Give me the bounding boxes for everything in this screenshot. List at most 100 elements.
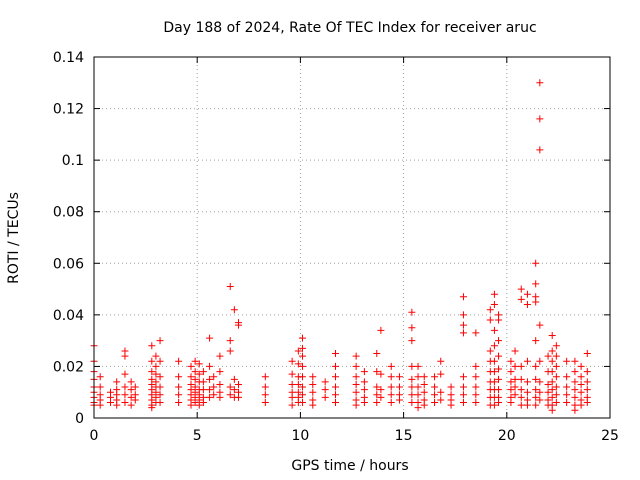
data-point xyxy=(216,393,224,401)
data-point xyxy=(373,383,381,391)
data-point xyxy=(420,373,428,381)
data-point xyxy=(571,378,579,386)
data-point xyxy=(387,399,395,407)
data-point xyxy=(175,391,183,399)
data-point xyxy=(532,280,540,288)
data-point xyxy=(377,386,385,394)
data-point xyxy=(309,401,317,409)
data-point xyxy=(507,386,515,394)
data-point xyxy=(490,378,498,386)
data-point xyxy=(548,347,556,355)
data-point xyxy=(486,347,494,355)
data-point xyxy=(226,391,234,399)
data-point xyxy=(156,383,164,391)
data-point xyxy=(206,393,214,401)
data-point xyxy=(121,399,129,407)
data-point xyxy=(420,388,428,396)
data-point xyxy=(187,362,195,370)
x-tick-label: 15 xyxy=(395,428,413,444)
y-tick-label: 0.12 xyxy=(53,102,84,118)
data-point xyxy=(373,399,381,407)
data-point xyxy=(548,393,556,401)
data-point xyxy=(309,388,317,396)
data-point xyxy=(191,375,199,383)
data-point xyxy=(210,391,218,399)
data-point xyxy=(459,373,467,381)
data-point xyxy=(414,391,422,399)
data-point xyxy=(199,386,207,394)
data-point xyxy=(486,306,494,314)
data-point xyxy=(373,391,381,399)
data-point xyxy=(352,401,360,409)
data-point xyxy=(459,311,467,319)
data-point xyxy=(544,352,552,360)
data-point xyxy=(563,399,571,407)
data-point xyxy=(373,350,381,358)
data-point xyxy=(552,373,560,381)
data-point xyxy=(536,357,544,365)
data-point xyxy=(261,391,269,399)
data-point xyxy=(431,373,439,381)
data-point xyxy=(536,79,544,87)
data-point xyxy=(571,368,579,376)
data-point xyxy=(195,360,203,368)
data-point xyxy=(472,399,480,407)
data-point xyxy=(127,393,135,401)
data-point xyxy=(490,401,498,409)
x-tick-label: 0 xyxy=(90,428,99,444)
data-point xyxy=(191,368,199,376)
data-point xyxy=(532,393,540,401)
data-point xyxy=(552,342,560,350)
y-tick-label: 0.04 xyxy=(53,308,84,324)
data-point xyxy=(414,404,422,412)
data-point xyxy=(152,362,160,370)
data-point xyxy=(583,399,591,407)
data-point xyxy=(387,391,395,399)
data-point xyxy=(96,383,104,391)
data-point xyxy=(536,321,544,329)
data-point xyxy=(507,399,515,407)
data-point xyxy=(261,383,269,391)
data-point xyxy=(459,321,467,329)
data-point xyxy=(352,352,360,360)
data-point xyxy=(490,357,498,365)
data-point xyxy=(321,393,329,401)
data-point xyxy=(459,383,467,391)
data-point xyxy=(495,386,503,394)
data-point xyxy=(175,399,183,407)
data-point xyxy=(523,378,531,386)
data-point xyxy=(230,375,238,383)
data-point xyxy=(472,329,480,337)
data-point xyxy=(321,386,329,394)
data-point xyxy=(331,383,339,391)
data-point xyxy=(230,306,238,314)
data-point xyxy=(552,391,560,399)
data-point xyxy=(490,326,498,334)
data-point xyxy=(552,362,560,370)
data-point xyxy=(571,386,579,394)
data-point xyxy=(552,399,560,407)
data-point xyxy=(206,334,214,342)
y-tick-label: 0.06 xyxy=(53,256,84,272)
data-point xyxy=(199,368,207,376)
data-point xyxy=(408,383,416,391)
data-point xyxy=(420,401,428,409)
data-point xyxy=(127,401,135,409)
x-tick-label: 25 xyxy=(601,428,619,444)
x-tick-label: 10 xyxy=(291,428,309,444)
data-point xyxy=(113,378,121,386)
data-point xyxy=(131,396,139,404)
data-point xyxy=(148,404,156,412)
data-point xyxy=(548,406,556,414)
data-point xyxy=(507,378,515,386)
data-point xyxy=(507,368,515,376)
data-point xyxy=(288,370,296,378)
data-point xyxy=(331,350,339,358)
data-point xyxy=(414,383,422,391)
data-point xyxy=(156,337,164,345)
data-point xyxy=(511,362,519,370)
data-point xyxy=(495,399,503,407)
data-point xyxy=(216,368,224,376)
data-point xyxy=(408,375,416,383)
data-point xyxy=(472,373,480,381)
